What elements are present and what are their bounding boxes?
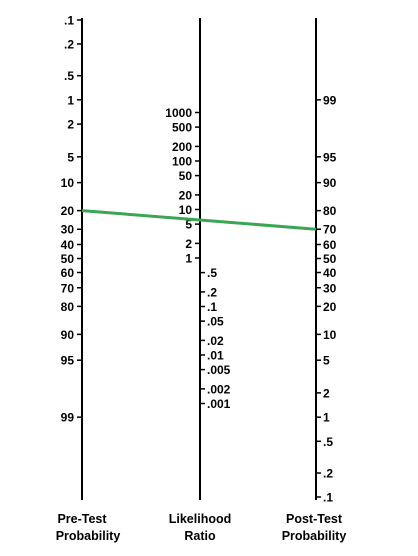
likelihood-tick-label: 20	[179, 188, 193, 202]
likelihood-tick-label: 500	[172, 121, 192, 135]
likelihood-tick-label: .05	[207, 315, 224, 329]
pretest-tick-label: 5	[67, 150, 74, 164]
posttest-tick-label: 95	[323, 150, 337, 164]
likelihood-tick-label: 200	[172, 140, 192, 154]
likelihood-title-line2: Ratio	[184, 529, 216, 543]
pretest-tick-label: 50	[61, 252, 75, 266]
pretest-title-line1: Pre-Test	[57, 512, 107, 526]
posttest-tick-label: 50	[323, 252, 337, 266]
posttest-tick-label: 60	[323, 238, 337, 252]
likelihood-tick-label: 1	[185, 252, 192, 266]
pretest-tick-label: 30	[61, 223, 75, 237]
pretest-tick-label: 40	[61, 238, 75, 252]
posttest-tick-label: .1	[323, 491, 333, 505]
likelihood-tick-label: .1	[207, 300, 217, 314]
pretest-tick-label: 70	[61, 281, 75, 295]
example-line	[81, 209, 317, 231]
pretest-tick-label: 99	[61, 411, 75, 425]
posttest-tick-label: .2	[323, 467, 333, 481]
likelihood-tick-label: .002	[207, 382, 231, 396]
likelihood-ratio-axis: 1000500200100502010521.5.2.1.05.02.01.00…	[165, 18, 231, 500]
likelihood-tick-label: 2	[185, 237, 192, 251]
posttest-title-line2: Probability	[282, 529, 347, 543]
pretest-tick-label: 90	[61, 328, 75, 342]
posttest-tick-label: 80	[323, 204, 337, 218]
posttest-tick-label: 20	[323, 300, 337, 314]
pretest-tick-label: .1	[64, 14, 74, 28]
likelihood-tick-label: .5	[207, 266, 217, 280]
likelihood-title-line1: Likelihood	[169, 512, 232, 526]
pretest-tick-label: 60	[61, 266, 75, 280]
posttest-tick-label: 70	[323, 223, 337, 237]
likelihood-tick-label: .02	[207, 334, 224, 348]
pretest-tick-label: 80	[61, 300, 75, 314]
likelihood-tick-label: .005	[207, 363, 231, 377]
pretest-tick-label: .2	[64, 37, 74, 51]
pretest-title-line2: Probability	[56, 529, 121, 543]
posttest-title-line1: Post-Test	[286, 512, 343, 526]
likelihood-tick-label: .2	[207, 285, 217, 299]
likelihood-tick-label: 5	[185, 218, 192, 232]
likelihood-tick-label: 50	[179, 169, 193, 183]
posttest-tick-label: 90	[323, 176, 337, 190]
posttest-tick-label: 40	[323, 266, 337, 280]
posttest-tick-label: 30	[323, 281, 337, 295]
posttest-tick-label: 2	[323, 386, 330, 400]
pretest-tick-label: 1	[67, 93, 74, 107]
pretest-tick-label: 10	[61, 176, 75, 190]
likelihood-ticks: 1000500200100502010521.5.2.1.05.02.01.00…	[165, 106, 230, 411]
likelihood-tick-label: 10	[179, 203, 193, 217]
posttest-tick-label: 10	[323, 328, 337, 342]
likelihood-tick-label: .01	[207, 349, 224, 363]
pretest-tick-label: 20	[61, 204, 75, 218]
posttest-tick-label: 5	[323, 354, 330, 368]
posttest-tick-label: 99	[323, 93, 337, 107]
pretest-tick-label: 95	[61, 354, 75, 368]
pretest-tick-label: .5	[64, 69, 74, 83]
likelihood-tick-label: .001	[207, 397, 231, 411]
pretest-tick-label: 2	[67, 118, 74, 132]
posttest-tick-label: 1	[323, 411, 330, 425]
likelihood-tick-label: 100	[172, 155, 192, 169]
likelihood-tick-label: 1000	[165, 106, 192, 120]
posttest-tick-label: .5	[323, 435, 333, 449]
